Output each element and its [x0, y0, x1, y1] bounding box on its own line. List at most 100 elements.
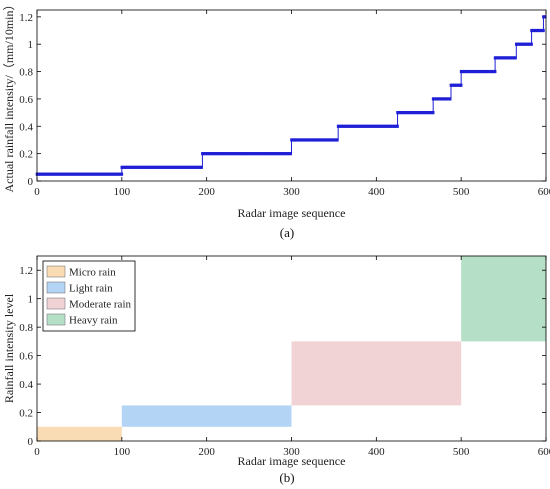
chart-a-point [510, 56, 514, 60]
chart-a-point [413, 111, 416, 115]
chart-a-point [418, 111, 421, 115]
chart-a-point [37, 172, 40, 176]
chart-a-point [183, 165, 186, 169]
chart-a-point [139, 165, 142, 169]
chart-a-point [238, 152, 242, 156]
chart-a-caption: (a) [280, 225, 294, 240]
chart-a-point [132, 165, 136, 169]
chart-a-point [145, 165, 149, 169]
chart-a-point [173, 165, 176, 169]
chart-a-point [157, 165, 161, 169]
chart-a-point [430, 111, 433, 115]
chart-a-point [308, 138, 312, 142]
chart-a-point [47, 172, 51, 176]
chart-a-point [236, 152, 240, 156]
chart-a-point [45, 172, 49, 176]
chart-a-xtick-label: 400 [368, 186, 385, 198]
chart-a-point [59, 172, 63, 176]
chart-a-point [110, 172, 113, 176]
chart-a-xtick-label: 0 [34, 186, 40, 198]
chart-a-step [201, 152, 292, 156]
chart-a-point [181, 165, 185, 169]
chart-a-point [391, 124, 394, 128]
chart-a-point [245, 152, 248, 156]
chart-a-ytick-label: 0 [28, 176, 34, 188]
chart-a-point [100, 172, 103, 176]
chart-a-point [396, 111, 399, 115]
chart-a-point [487, 69, 490, 74]
chart-b-xtick-label: 0 [34, 446, 40, 458]
chart-a-point [120, 172, 124, 176]
chart-b-legend: Micro rain Light rain Moderate rain Heavy r… [42, 260, 136, 332]
chart-a-point [62, 172, 66, 176]
chart-b-xtick-label: 600 [538, 446, 550, 458]
chart-a-point [312, 138, 315, 142]
chart-a-point [456, 83, 460, 87]
chart-a-point [200, 165, 203, 169]
chart-a-point [284, 152, 287, 156]
chart-a-point [117, 172, 120, 176]
chart-a-point [188, 165, 191, 169]
chart-a-point [291, 138, 295, 142]
chart-a-point [542, 28, 545, 33]
chart-a-point [228, 152, 231, 156]
region-moderate-rain [291, 341, 462, 406]
chart-a-point [295, 138, 298, 142]
chart-a-point [364, 124, 367, 128]
chart-a-point [436, 97, 440, 101]
chart-a-point [389, 124, 393, 128]
chart-a-point [123, 165, 127, 169]
legend-label: Moderate rain [69, 299, 131, 311]
chart-a-point [84, 172, 88, 176]
chart-a-point [83, 172, 86, 176]
chart-a-point [179, 165, 183, 169]
chart-a-point [140, 165, 144, 169]
chart-a-ytick-label: 1 [28, 39, 34, 51]
chart-a-point [134, 165, 137, 169]
chart-a-point [185, 165, 188, 169]
chart-a-point [101, 172, 105, 176]
chart-a-point [509, 56, 512, 60]
chart-a-point [272, 152, 275, 156]
chart-a-point [401, 111, 404, 115]
chart-a-point [493, 56, 497, 60]
legend-swatch [46, 265, 66, 278]
chart-a-point [461, 69, 465, 74]
chart-a-point [315, 138, 319, 142]
chart-a-point [336, 124, 340, 128]
chart-a-point [528, 42, 532, 46]
chart-a-series-line [37, 16, 546, 175]
chart-a-point [320, 138, 324, 142]
chart-a-point [530, 28, 533, 33]
chart-a-point [42, 172, 46, 176]
chart-a-ticks: 0 100 200 300 400 500 600 0 0.2 0.4 0.6 0.8 1 1.2 [19, 10, 550, 198]
chart-a-point [313, 138, 317, 142]
chart-a-point [178, 165, 181, 169]
chart-a-point [162, 165, 166, 169]
chart-a-point [202, 152, 206, 156]
chart-a-point [193, 165, 197, 169]
chart-a-point [216, 152, 219, 156]
chart-a-point [392, 124, 396, 128]
chart-a-point [265, 152, 269, 156]
chart-a-point [459, 83, 463, 87]
chart-a-point [347, 124, 350, 128]
chart-a-point [267, 152, 270, 156]
chart-a-point [488, 69, 492, 74]
chart-a-point [470, 69, 473, 74]
chart-a-step [35, 172, 124, 176]
chart-a-point [166, 165, 169, 169]
chart-a-point [302, 138, 305, 142]
chart-a-point [270, 152, 274, 156]
chart-a-xtick-label: 100 [114, 186, 131, 198]
chart-a-point [382, 124, 386, 128]
chart-a-point [223, 152, 226, 156]
legend-label: Heavy rain [69, 315, 118, 327]
chart-a-point [277, 152, 281, 156]
chart-a-point [211, 152, 214, 156]
chart-a-point [526, 42, 530, 46]
chart-a-point [464, 69, 468, 74]
chart-a-point [459, 69, 463, 74]
chart-a-point [81, 172, 85, 176]
chart-a-point [537, 28, 540, 33]
